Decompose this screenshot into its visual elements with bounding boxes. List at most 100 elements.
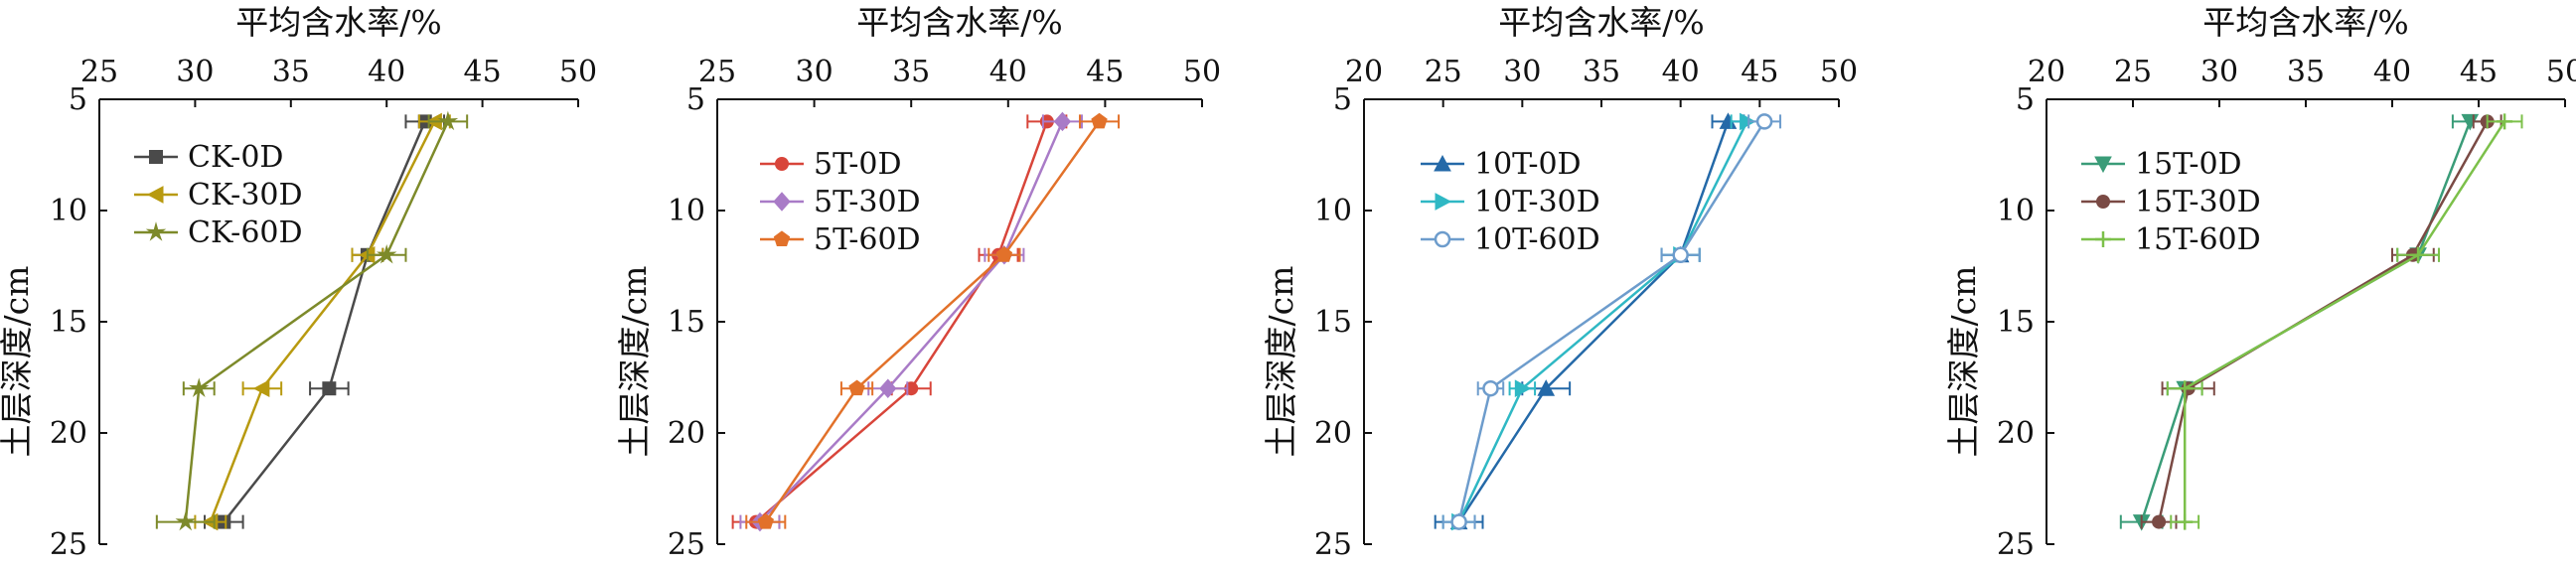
data-point [2177, 513, 2194, 530]
data-point [1740, 112, 1756, 131]
data-point [1053, 111, 1072, 132]
y-tick-label: 20 [50, 416, 87, 451]
x-tick-label: 30 [796, 55, 833, 89]
y-tick-label: 10 [1314, 194, 1352, 228]
legend-marker [145, 221, 167, 241]
series-10T-60D [1441, 113, 1782, 530]
y-tick-label: 15 [1997, 305, 2035, 340]
legend-marker [1434, 154, 1451, 172]
data-point [2177, 380, 2194, 397]
y-tick-label: 10 [668, 194, 705, 228]
data-point [175, 510, 197, 531]
legend-marker [2094, 156, 2112, 174]
x-tick-label: 20 [1345, 55, 1383, 89]
chart-panel-3: 20 25 30 35 40 45 50 5 10 15 20 25 平均含水率/% 土层深度/cm 10T… [1262, 3, 1858, 562]
y-axis-title: 土层深度/cm [1262, 266, 1300, 458]
data-point [1537, 379, 1556, 396]
series-line [184, 120, 450, 522]
y-tick-label: 25 [50, 527, 87, 562]
y-tick-label: 5 [2016, 82, 2035, 117]
x-tick-label: 20 [2028, 55, 2065, 89]
data-point [2152, 514, 2167, 529]
chart-panel-1: 25 30 35 40 45 50 5 10 15 20 25 平均含水率/% 土层深度/cm CK-0D… [0, 3, 597, 562]
x-tick-label: 35 [1583, 55, 1620, 89]
y-tick-label: 15 [668, 305, 705, 340]
x-axis-title: 平均含水率/% [235, 3, 441, 42]
y-tick-label: 10 [50, 194, 87, 228]
legend-marker [2095, 231, 2111, 247]
x-tick-label: 25 [698, 55, 736, 89]
y-tick-label: 10 [1997, 194, 2035, 228]
x-tick-label: 50 [2546, 55, 2576, 89]
series-line [1457, 120, 1766, 522]
y-tick-label: 20 [668, 416, 705, 451]
y-tick-label: 25 [1314, 527, 1352, 562]
series-line [209, 120, 436, 523]
x-tick-label: 35 [272, 55, 310, 89]
x-tick-label: 45 [1086, 55, 1124, 89]
legend-marker [149, 150, 163, 164]
x-tick-label: 50 [1820, 55, 1858, 89]
data-point [322, 381, 337, 396]
legend-label: 10T-0D [1474, 147, 1582, 182]
y-tick-label: 15 [50, 305, 87, 340]
x-tick-label: 40 [2373, 55, 2411, 89]
data-point [879, 378, 897, 398]
x-tick-label: 45 [464, 55, 502, 89]
series-line [755, 120, 1049, 523]
data-point [2497, 113, 2513, 130]
y-tick-label: 20 [1997, 416, 2035, 451]
y-tick-label: 5 [1333, 82, 1352, 117]
series-line [759, 120, 1064, 523]
x-tick-label: 40 [368, 55, 405, 89]
legend-label: 10T-30D [1474, 185, 1600, 219]
x-tick-label: 45 [1741, 55, 1778, 89]
legend-label: 10T-60D [1474, 222, 1600, 257]
x-tick-label: 50 [559, 55, 597, 89]
legend-label: 15T-60D [2135, 222, 2261, 257]
data-point [437, 110, 459, 131]
legend-marker [146, 186, 164, 204]
legend-label: CK-60D [188, 215, 303, 250]
y-axis-title: 土层深度/cm [615, 266, 654, 458]
legend-label: 15T-0D [2135, 147, 2242, 182]
legend-marker [1435, 193, 1452, 211]
series-5T-60D [745, 112, 1121, 529]
x-tick-label: 35 [2287, 55, 2325, 89]
legend-label: 5T-30D [814, 185, 921, 219]
legend-marker [2096, 195, 2110, 209]
series-line [764, 120, 1101, 523]
y-tick-label: 15 [1314, 305, 1352, 340]
data-point [757, 512, 774, 529]
legend-label: 5T-0D [814, 147, 902, 182]
legend-label: CK-0D [188, 140, 283, 175]
x-tick-label: 40 [989, 55, 1027, 89]
y-tick-label: 25 [1997, 527, 2035, 562]
x-tick-label: 35 [892, 55, 930, 89]
data-point [188, 377, 210, 397]
legend-label: 5T-60D [814, 222, 921, 257]
y-tick-label: 5 [686, 82, 705, 117]
y-tick-label: 25 [668, 527, 705, 562]
data-point [1450, 513, 1467, 530]
x-tick-label: 50 [1183, 55, 1221, 89]
data-point [1672, 246, 1689, 264]
series-CK-60D [155, 110, 469, 531]
series-line [223, 120, 426, 523]
series-line [1457, 120, 1748, 523]
x-axis-title: 平均含水率/% [856, 3, 1062, 42]
y-axis-title: 土层深度/cm [0, 266, 36, 458]
x-axis-title: 平均含水率/% [2202, 3, 2408, 42]
x-tick-label: 30 [176, 55, 214, 89]
x-tick-label: 40 [1662, 55, 1700, 89]
legend-marker [1434, 230, 1451, 248]
chart-panel-2: 25 30 35 40 45 50 5 10 15 20 25 平均含水率/% 土层深度/cm 5T-0D… [615, 3, 1221, 562]
x-tick-label: 30 [2200, 55, 2238, 89]
data-point [995, 246, 1013, 262]
data-point [1514, 379, 1532, 398]
legend-marker [773, 192, 791, 212]
x-tick-label: 30 [1503, 55, 1541, 89]
x-tick-label: 25 [1425, 55, 1462, 89]
